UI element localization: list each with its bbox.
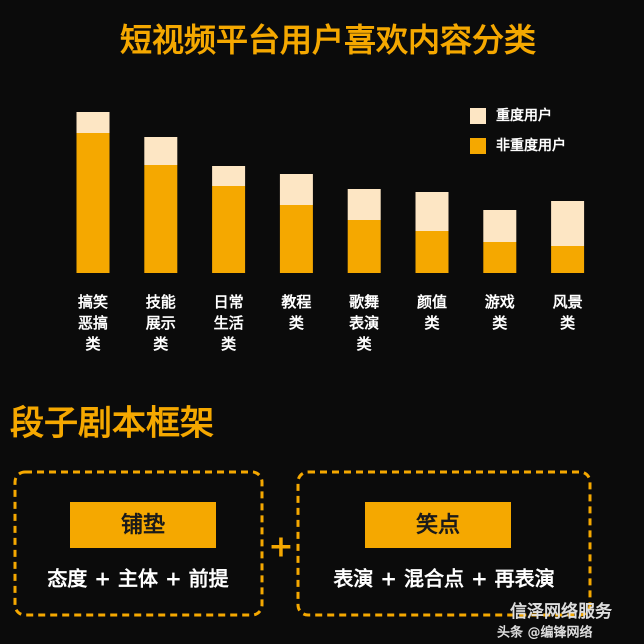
chart-title: 短视频平台用户喜欢内容分类: [120, 21, 536, 59]
legend-swatch: [470, 108, 486, 124]
label-box: [365, 502, 511, 548]
bar-segment: [212, 186, 246, 273]
label-box: [70, 502, 216, 548]
bar-segment: [483, 242, 517, 273]
bar-segment: [551, 201, 585, 246]
legend-label: 重度用户: [496, 107, 552, 124]
frame-box: [296, 470, 592, 617]
formula: 表演 + 混合点 + 再表演: [333, 567, 554, 591]
bar-segment: [415, 231, 449, 273]
bar-segment: [551, 246, 585, 273]
watermark: 头条 @编锋网络: [497, 625, 593, 641]
box-label: 笑点: [416, 512, 460, 538]
bar-segment: [279, 174, 313, 205]
bar-segment: [76, 112, 110, 133]
x-tick-label: 风景类: [552, 293, 583, 332]
formula: 态度 + 主体 + 前提: [47, 567, 229, 591]
connector: +: [268, 530, 293, 565]
x-tick-label: 教程类: [281, 293, 312, 332]
bar-segment: [212, 166, 246, 186]
x-tick-label: 歌舞表演类: [349, 293, 380, 353]
bar-segment: [415, 192, 449, 231]
bar-segment: [483, 210, 517, 242]
frame-box: [13, 470, 264, 617]
bar-segment: [347, 189, 381, 220]
bar-segment: [347, 220, 381, 273]
watermark: 信泽网络服务: [510, 601, 613, 622]
x-tick-label: 技能展示类: [145, 293, 176, 353]
box-label: 铺垫: [121, 512, 165, 538]
x-tick-label: 颜值类: [416, 293, 447, 332]
bar-segment: [144, 137, 178, 165]
bar-segment: [144, 165, 178, 273]
x-tick-label: 搞笑恶搞类: [77, 293, 108, 353]
legend-swatch: [470, 138, 486, 154]
bar-segment: [279, 205, 313, 273]
section-title: 段子剧本框架: [10, 404, 214, 444]
x-tick-label: 日常生活类: [213, 293, 244, 353]
x-tick-label: 游戏类: [484, 293, 515, 332]
legend-label: 非重度用户: [496, 137, 566, 154]
bar-segment: [76, 133, 110, 273]
